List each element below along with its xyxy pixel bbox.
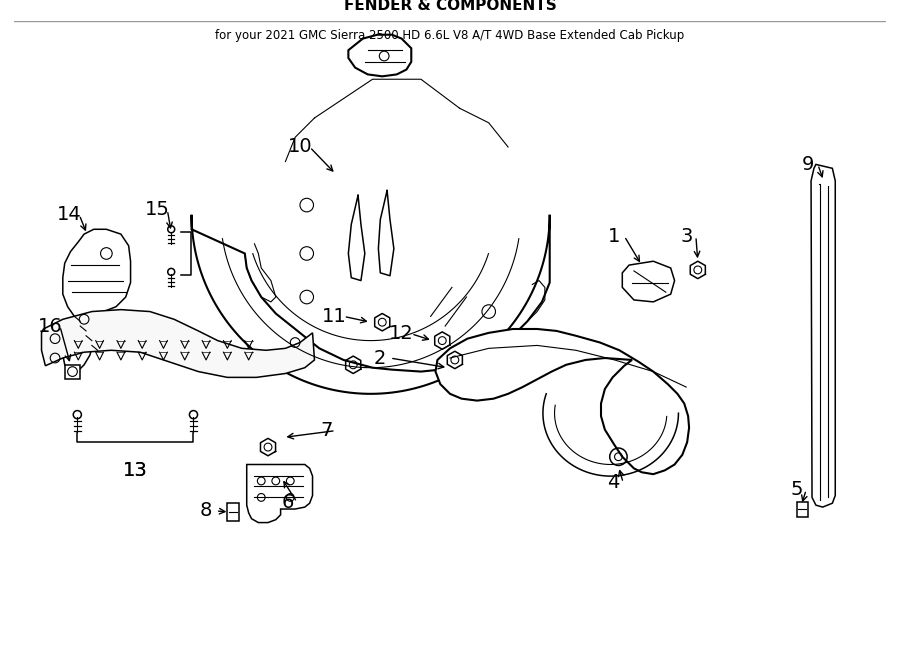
- Text: 1: 1: [608, 227, 621, 245]
- Text: 12: 12: [389, 325, 414, 343]
- Polygon shape: [192, 215, 550, 394]
- Text: 14: 14: [58, 206, 82, 224]
- Text: 16: 16: [38, 317, 63, 336]
- Polygon shape: [622, 261, 675, 302]
- Polygon shape: [63, 229, 130, 371]
- Polygon shape: [41, 309, 314, 377]
- Polygon shape: [247, 465, 312, 523]
- Text: 5: 5: [790, 480, 803, 499]
- Polygon shape: [228, 503, 239, 521]
- Text: 3: 3: [680, 227, 692, 245]
- Text: FENDER & COMPONENTS: FENDER & COMPONENTS: [344, 0, 556, 13]
- Text: 6: 6: [281, 492, 293, 512]
- Text: for your 2021 GMC Sierra 2500 HD 6.6L V8 A/T 4WD Base Extended Cab Pickup: for your 2021 GMC Sierra 2500 HD 6.6L V8…: [215, 29, 685, 42]
- Text: 10: 10: [288, 137, 312, 157]
- Text: 13: 13: [123, 461, 148, 480]
- Text: 13: 13: [123, 461, 148, 480]
- Polygon shape: [348, 35, 411, 76]
- Text: 8: 8: [200, 502, 212, 520]
- Text: 15: 15: [145, 200, 170, 219]
- Text: 4: 4: [608, 473, 620, 492]
- Text: 11: 11: [321, 307, 347, 326]
- Text: 9: 9: [802, 155, 814, 174]
- Text: 2: 2: [374, 348, 386, 368]
- Polygon shape: [811, 165, 835, 507]
- Polygon shape: [796, 502, 808, 517]
- Text: 7: 7: [320, 421, 332, 440]
- Polygon shape: [436, 329, 689, 474]
- Polygon shape: [65, 365, 80, 379]
